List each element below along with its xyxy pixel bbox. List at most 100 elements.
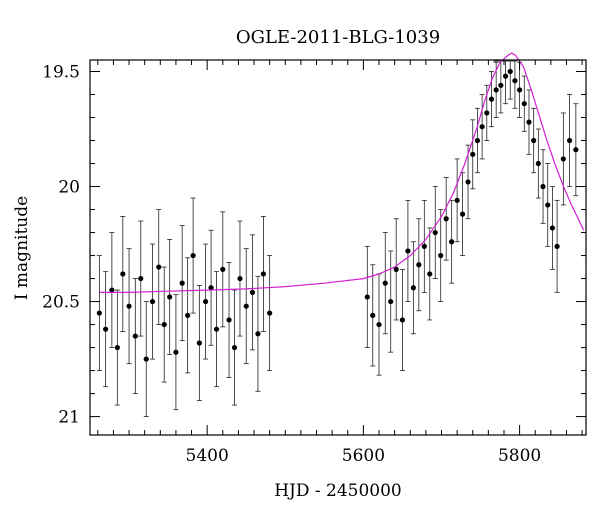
data-point xyxy=(249,234,256,351)
point-marker xyxy=(237,275,243,282)
point-marker xyxy=(566,137,573,144)
data-point xyxy=(416,218,422,312)
data-point xyxy=(185,257,191,374)
point-marker xyxy=(370,312,376,318)
point-marker xyxy=(484,110,490,116)
point-marker xyxy=(488,96,495,102)
data-point xyxy=(109,232,115,348)
data-point xyxy=(267,255,273,371)
point-marker xyxy=(203,298,209,305)
point-marker xyxy=(138,275,144,282)
data-point xyxy=(196,285,202,401)
data-point xyxy=(507,60,513,100)
point-marker xyxy=(554,243,560,249)
point-marker xyxy=(382,280,388,286)
data-point xyxy=(449,199,455,284)
data-point xyxy=(96,255,102,371)
point-marker xyxy=(531,137,537,144)
y-tick-label: 21 xyxy=(58,408,80,428)
point-marker xyxy=(535,160,541,167)
point-marker xyxy=(243,303,249,309)
data-point xyxy=(173,294,179,411)
point-marker xyxy=(427,271,433,277)
y-axis-label: I magnitude xyxy=(12,196,32,300)
data-point xyxy=(114,289,120,406)
data-point xyxy=(260,216,267,332)
point-marker xyxy=(388,298,394,305)
data-point xyxy=(190,197,196,314)
data-point xyxy=(149,243,156,360)
point-marker xyxy=(526,119,532,125)
point-marker xyxy=(173,349,179,355)
point-marker xyxy=(517,87,523,93)
point-marker xyxy=(449,239,455,245)
x-axis: 5400 5600 5800 xyxy=(97,60,583,466)
point-marker xyxy=(459,211,466,217)
data-point xyxy=(179,225,185,342)
point-marker xyxy=(498,82,504,88)
data-point xyxy=(382,232,388,335)
data-point xyxy=(399,268,406,371)
point-marker xyxy=(208,285,214,291)
data-point xyxy=(479,94,485,160)
point-marker xyxy=(260,271,267,277)
data-point xyxy=(405,199,411,302)
point-marker xyxy=(143,356,149,362)
point-marker xyxy=(421,243,427,249)
point-marker xyxy=(521,101,527,107)
point-marker xyxy=(502,73,509,79)
point-marker xyxy=(470,151,476,157)
data-point xyxy=(432,186,438,279)
point-marker xyxy=(161,321,167,328)
point-marker xyxy=(255,331,261,337)
point-marker xyxy=(545,202,551,208)
plot-area xyxy=(96,52,585,417)
x-axis-label: HJD - 2450000 xyxy=(274,481,402,501)
point-marker xyxy=(96,310,102,316)
y-tick-label: 19.5 xyxy=(42,63,80,83)
point-marker xyxy=(443,216,449,222)
data-point xyxy=(474,107,481,174)
point-marker xyxy=(410,285,416,291)
point-marker xyxy=(493,87,499,93)
x-tick-label: 5600 xyxy=(342,446,385,466)
data-point xyxy=(393,218,399,321)
point-marker xyxy=(103,326,109,332)
point-marker xyxy=(126,303,132,309)
data-point xyxy=(443,176,449,261)
point-marker xyxy=(213,326,220,332)
y-tick-label: 20 xyxy=(58,178,80,198)
data-point xyxy=(560,112,566,206)
point-marker xyxy=(220,266,226,272)
data-point xyxy=(540,149,546,224)
point-marker xyxy=(465,179,471,185)
point-marker xyxy=(226,317,232,323)
data-point xyxy=(545,163,551,247)
data-point xyxy=(410,241,416,335)
data-point xyxy=(138,220,144,337)
data-point xyxy=(465,144,471,220)
x-tick-label: 5800 xyxy=(498,446,541,466)
point-marker xyxy=(249,289,256,295)
y-axis: 19.5 20 20.5 21 xyxy=(42,63,586,428)
point-marker xyxy=(376,321,382,328)
data-point xyxy=(132,278,138,394)
data-point xyxy=(573,103,579,197)
point-marker xyxy=(231,344,238,351)
point-marker xyxy=(114,344,120,351)
point-marker xyxy=(109,287,115,293)
data-point xyxy=(427,227,433,321)
data-point xyxy=(521,75,527,132)
data-point xyxy=(120,216,126,332)
data-point xyxy=(454,158,460,243)
data-point xyxy=(370,264,376,367)
data-point xyxy=(156,209,162,325)
data-point xyxy=(421,199,427,293)
point-marker xyxy=(120,271,126,277)
point-marker xyxy=(512,78,518,84)
plot-frame xyxy=(89,59,587,436)
point-marker xyxy=(479,124,485,130)
data-point xyxy=(103,271,109,388)
point-marker xyxy=(405,248,411,254)
